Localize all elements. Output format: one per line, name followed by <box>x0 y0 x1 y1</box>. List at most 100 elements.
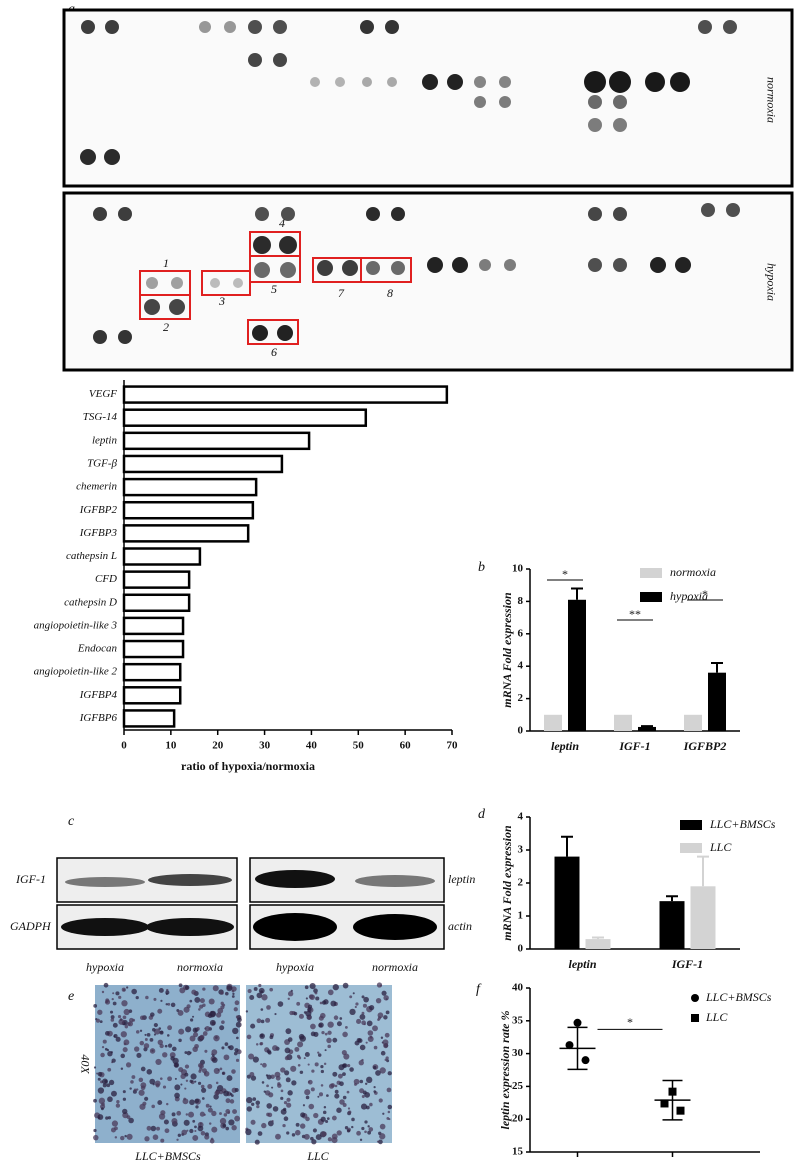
cell <box>212 985 219 992</box>
cell <box>297 1063 301 1067</box>
cell <box>320 1084 324 1087</box>
cell <box>272 1106 279 1112</box>
y-tick-label: CFD <box>95 573 117 585</box>
cell <box>360 1103 368 1110</box>
cell <box>128 1117 134 1124</box>
spot <box>588 118 602 132</box>
cell <box>253 986 258 991</box>
spot <box>650 257 666 273</box>
cell <box>178 1067 184 1073</box>
spot <box>252 325 268 341</box>
cell <box>223 1090 230 1097</box>
cell <box>333 1015 339 1020</box>
spot <box>210 278 220 288</box>
cell <box>179 987 186 994</box>
cell <box>314 1062 319 1067</box>
cell <box>318 1092 324 1097</box>
cell <box>231 989 235 993</box>
cell <box>284 1055 290 1061</box>
cell <box>232 1027 239 1035</box>
cell <box>342 1063 347 1068</box>
cell <box>280 1089 284 1093</box>
x-tick-label: 40 <box>306 740 318 752</box>
spot <box>726 203 740 217</box>
cell <box>153 1033 156 1036</box>
panel-label: f <box>476 982 482 997</box>
cell <box>324 1049 327 1052</box>
cell <box>369 1102 373 1107</box>
cell <box>192 1119 196 1123</box>
cell <box>112 1001 117 1006</box>
cell <box>319 1001 323 1005</box>
cell <box>95 1018 100 1023</box>
cell <box>209 1011 216 1018</box>
cell <box>112 1022 118 1028</box>
cell <box>102 1039 107 1044</box>
y-tick-label: 3 <box>518 844 524 856</box>
cell <box>250 1075 257 1081</box>
bar <box>638 726 656 731</box>
cell <box>171 1046 177 1052</box>
cell <box>232 992 235 996</box>
y-tick-label: VEGF <box>89 388 117 400</box>
cell <box>265 1017 271 1023</box>
cell <box>287 1090 293 1096</box>
cell <box>326 1117 330 1120</box>
cell <box>196 1027 200 1031</box>
cell <box>322 1110 327 1115</box>
spot <box>93 207 107 221</box>
cell <box>192 1134 199 1141</box>
cell <box>252 1056 259 1063</box>
spot <box>280 262 296 278</box>
y-tick-label: chemerin <box>76 481 117 493</box>
cell <box>115 1036 121 1042</box>
x-tick-label: 60 <box>400 740 412 752</box>
cell <box>197 1063 203 1068</box>
cell <box>321 1000 327 1005</box>
spot <box>613 118 627 132</box>
spot <box>584 71 606 93</box>
cell <box>356 1130 361 1136</box>
point <box>565 1041 574 1050</box>
histology-cells <box>93 982 393 1145</box>
cell <box>158 1113 166 1120</box>
cell <box>310 1023 316 1030</box>
cell <box>177 1133 182 1137</box>
cell <box>376 982 383 988</box>
bar <box>585 939 611 949</box>
cell <box>211 1126 218 1133</box>
cell <box>246 1034 252 1040</box>
cell <box>122 1047 128 1053</box>
spot <box>613 258 627 272</box>
cell <box>122 1090 126 1094</box>
cell <box>149 1048 156 1054</box>
cell <box>351 1117 355 1122</box>
bar <box>659 901 685 949</box>
cell <box>167 1034 170 1037</box>
cell <box>189 1099 195 1106</box>
cell <box>185 1079 189 1082</box>
spot <box>588 207 602 221</box>
x-tick-label: leptin <box>568 957 596 971</box>
cell <box>209 1138 215 1144</box>
point <box>668 1087 677 1096</box>
cell <box>291 1133 296 1137</box>
spot <box>391 261 405 275</box>
cell <box>185 1026 192 1033</box>
spot <box>698 20 712 34</box>
cell <box>283 1101 288 1105</box>
cell <box>260 1019 265 1024</box>
spot <box>499 96 511 108</box>
cell <box>162 1052 168 1058</box>
cell <box>97 1077 101 1081</box>
cell <box>138 1089 145 1096</box>
cell <box>270 1074 275 1079</box>
cell <box>318 1022 324 1028</box>
point <box>573 1018 582 1027</box>
cell <box>324 1032 328 1036</box>
cell <box>231 995 235 998</box>
cell <box>144 1096 149 1101</box>
cell <box>202 1031 208 1036</box>
cell <box>310 1087 315 1092</box>
cell <box>382 1112 385 1115</box>
